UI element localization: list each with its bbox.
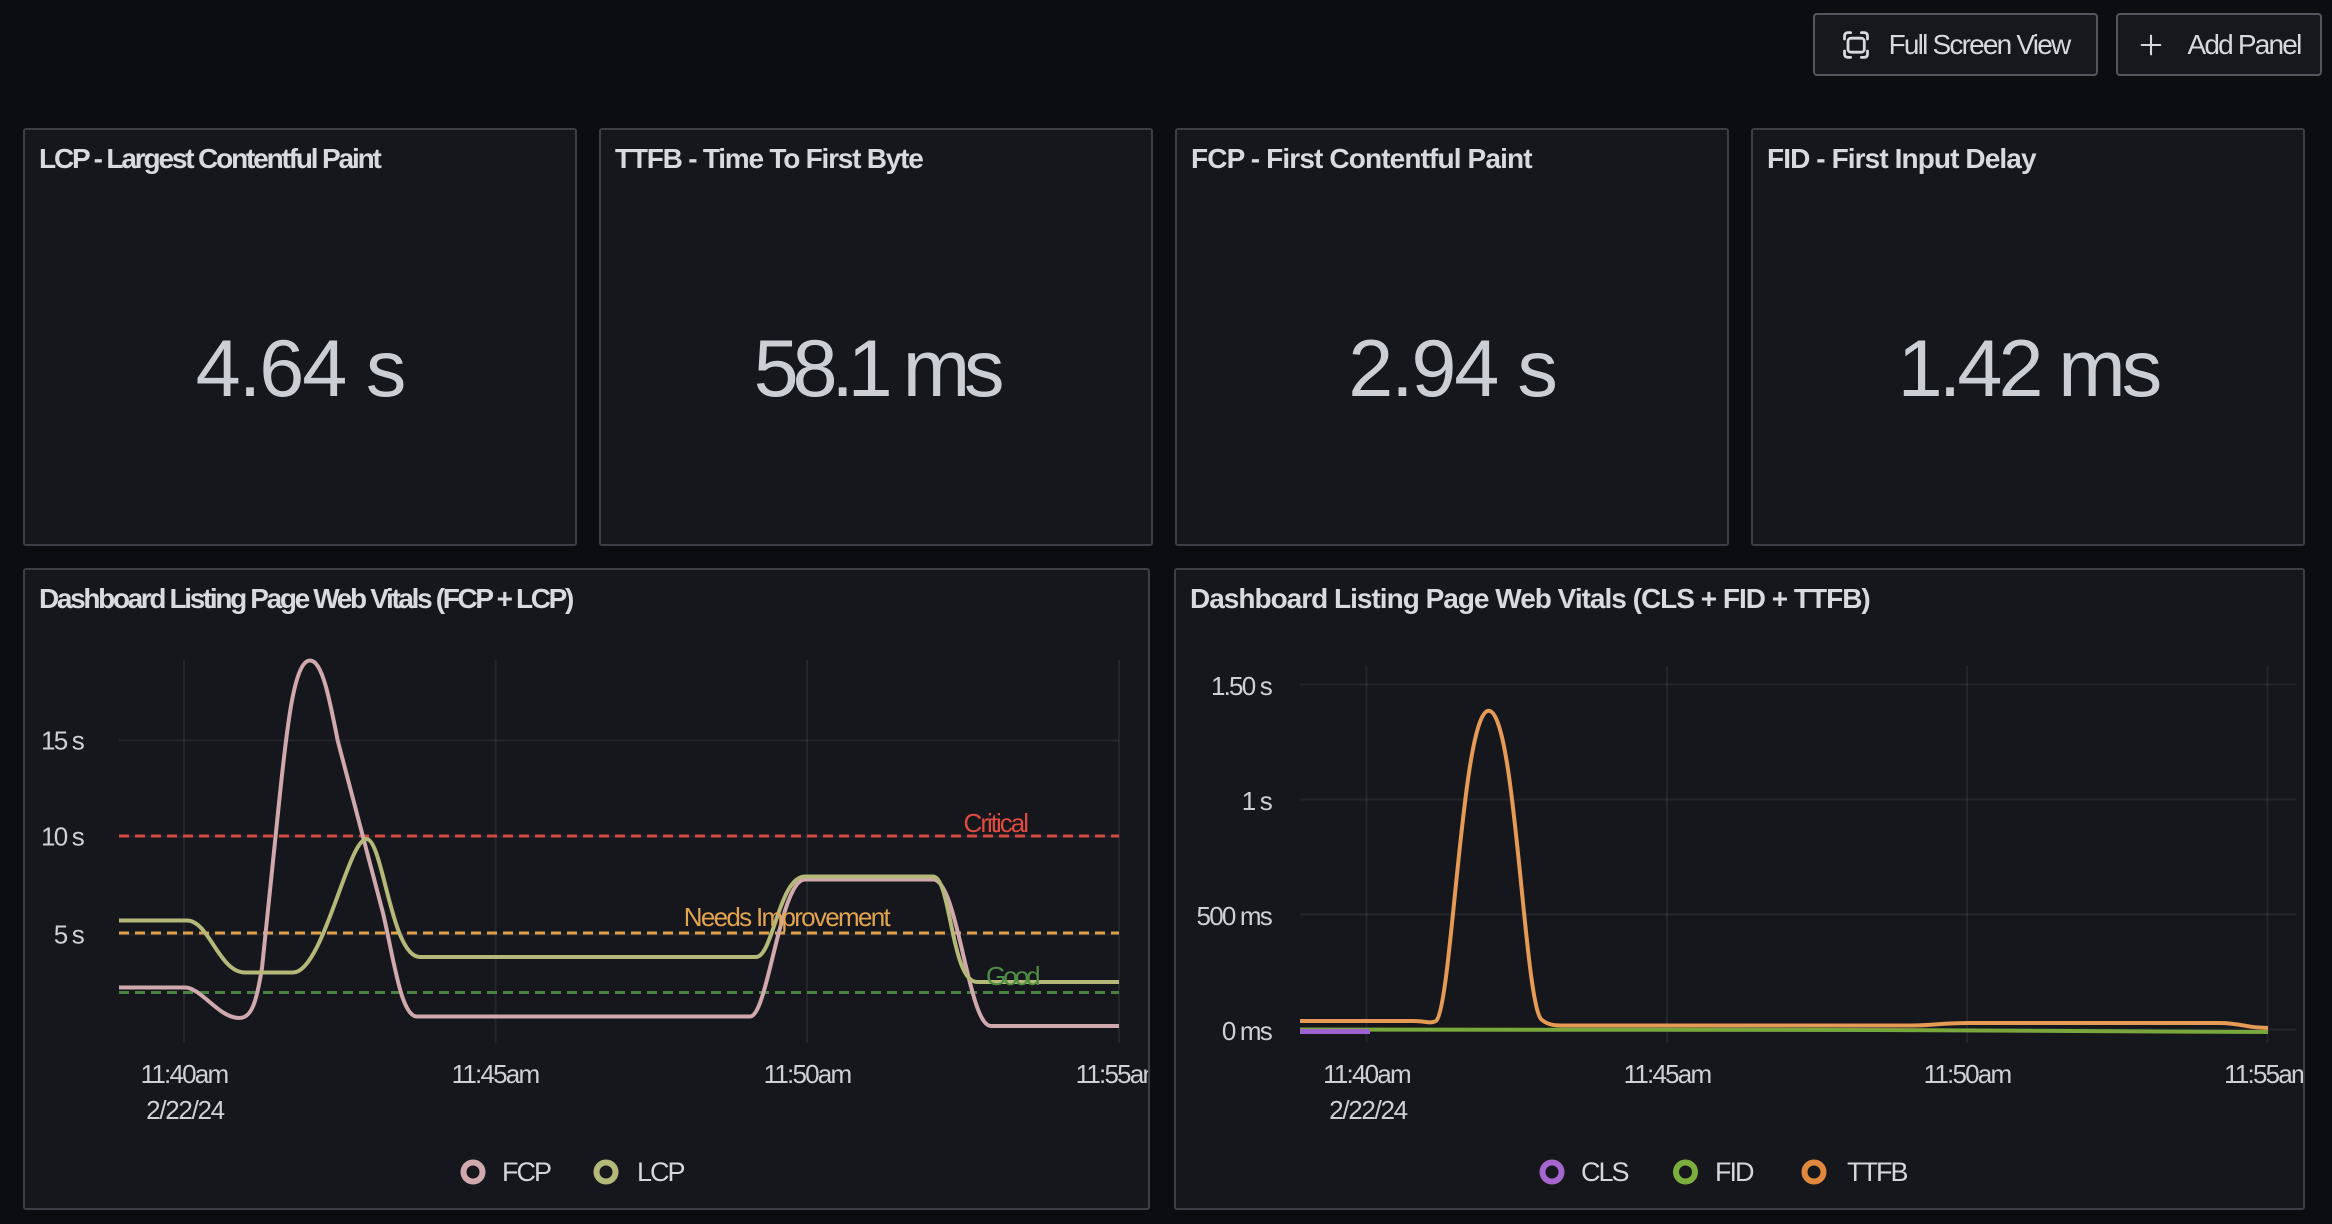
svg-text:1 s: 1 s: [1242, 786, 1273, 816]
svg-text:11:50am: 11:50am: [764, 1059, 851, 1089]
svg-text:10 s: 10 s: [41, 822, 85, 852]
svg-text:2/22/24: 2/22/24: [1329, 1095, 1407, 1125]
svg-text:Good: Good: [986, 961, 1039, 991]
svg-text:2/22/24: 2/22/24: [146, 1095, 224, 1125]
svg-text:11:40am: 11:40am: [1323, 1059, 1410, 1089]
svg-text:TTFB: TTFB: [1847, 1157, 1907, 1187]
svg-text:FID: FID: [1715, 1157, 1754, 1187]
svg-text:Critical: Critical: [964, 808, 1029, 838]
svg-text:11:45am: 11:45am: [452, 1059, 539, 1089]
svg-text:CLS: CLS: [1581, 1157, 1629, 1187]
svg-text:11:50am: 11:50am: [1924, 1059, 2011, 1089]
svg-text:0 ms: 0 ms: [1222, 1016, 1273, 1046]
svg-text:11:55am: 11:55am: [1076, 1059, 1150, 1089]
svg-text:11:55am: 11:55am: [2224, 1059, 2305, 1089]
svg-text:11:45am: 11:45am: [1624, 1059, 1711, 1089]
svg-text:5 s: 5 s: [54, 920, 85, 950]
svg-text:Needs Improvement: Needs Improvement: [684, 902, 892, 932]
svg-text:1.50 s: 1.50 s: [1211, 671, 1273, 701]
svg-text:15 s: 15 s: [41, 726, 85, 756]
svg-text:500 ms: 500 ms: [1197, 901, 1273, 931]
svg-text:FCP: FCP: [502, 1157, 551, 1187]
svg-text:LCP: LCP: [637, 1157, 685, 1187]
svg-text:11:40am: 11:40am: [141, 1059, 228, 1089]
